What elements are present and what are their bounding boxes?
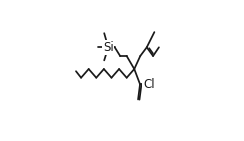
Text: Cl: Cl — [143, 78, 155, 91]
Text: Si: Si — [103, 41, 114, 54]
